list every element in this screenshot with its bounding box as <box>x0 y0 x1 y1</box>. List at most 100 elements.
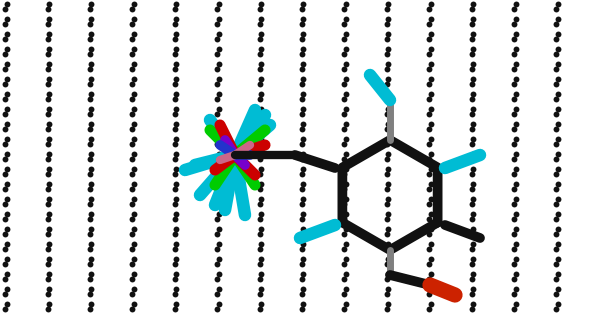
Point <box>553 241 562 246</box>
Point <box>128 277 137 282</box>
Point <box>468 61 478 66</box>
Point <box>467 127 477 132</box>
Point <box>129 286 138 291</box>
Point <box>340 112 349 117</box>
Point <box>43 277 52 282</box>
Point <box>468 286 478 291</box>
Point <box>425 127 434 132</box>
Point <box>340 187 349 192</box>
Point <box>340 52 349 57</box>
Point <box>553 286 562 291</box>
Point <box>129 121 138 126</box>
Point <box>128 157 137 162</box>
Point <box>214 286 223 291</box>
Point <box>2 31 11 36</box>
Point <box>467 82 477 87</box>
Point <box>468 166 478 171</box>
Point <box>44 121 54 126</box>
Point <box>256 46 266 51</box>
Point <box>509 277 519 282</box>
Point <box>382 217 392 222</box>
Point <box>425 97 434 102</box>
Point <box>170 112 180 117</box>
Point <box>129 181 138 186</box>
Point <box>382 67 392 72</box>
Point <box>511 121 520 126</box>
Point <box>382 82 392 87</box>
Point <box>511 256 520 261</box>
Point <box>340 157 349 162</box>
Point <box>255 187 264 192</box>
Point <box>128 112 137 117</box>
Point <box>383 211 393 216</box>
Point <box>256 241 266 246</box>
Point <box>256 256 266 261</box>
Point <box>299 16 308 21</box>
Point <box>129 106 138 111</box>
Point <box>511 16 520 21</box>
Point <box>128 127 137 132</box>
Point <box>340 217 349 222</box>
Point <box>341 91 350 96</box>
Point <box>509 217 519 222</box>
Point <box>44 16 54 21</box>
Point <box>213 172 222 177</box>
Point <box>1 247 10 252</box>
Point <box>256 286 266 291</box>
Point <box>509 67 519 72</box>
Point <box>297 7 307 12</box>
Point <box>340 307 349 312</box>
Point <box>85 82 95 87</box>
Point <box>426 151 435 156</box>
Point <box>383 136 393 141</box>
Point <box>1 67 10 72</box>
Point <box>85 142 95 147</box>
Point <box>214 46 223 51</box>
Point <box>383 166 393 171</box>
Point <box>2 226 11 231</box>
Point <box>171 181 181 186</box>
Point <box>1 52 10 57</box>
Point <box>382 172 392 177</box>
Point <box>341 211 350 216</box>
Point <box>297 142 307 147</box>
Point <box>85 172 95 177</box>
Point <box>85 127 95 132</box>
Point <box>552 187 561 192</box>
Point <box>213 82 222 87</box>
Point <box>128 232 137 237</box>
Point <box>128 292 137 297</box>
Point <box>256 31 266 36</box>
Point <box>553 31 562 36</box>
Point <box>85 262 95 267</box>
Point <box>171 91 181 96</box>
Point <box>467 97 477 102</box>
Point <box>87 151 96 156</box>
Point <box>382 142 392 147</box>
Point <box>509 82 519 87</box>
Point <box>170 292 180 297</box>
Point <box>213 307 222 312</box>
Point <box>383 31 393 36</box>
Point <box>299 286 308 291</box>
Point <box>299 31 308 36</box>
Point <box>425 67 434 72</box>
Point <box>213 232 222 237</box>
Point <box>213 262 222 267</box>
Point <box>1 112 10 117</box>
Point <box>426 226 435 231</box>
Point <box>128 172 137 177</box>
Point <box>299 121 308 126</box>
Point <box>43 247 52 252</box>
Point <box>382 112 392 117</box>
Point <box>468 241 478 246</box>
Point <box>341 136 350 141</box>
Point <box>426 1 435 6</box>
Point <box>340 142 349 147</box>
Point <box>425 202 434 207</box>
Point <box>299 196 308 201</box>
Point <box>468 196 478 201</box>
Point <box>467 37 477 42</box>
Point <box>256 151 266 156</box>
Point <box>256 166 266 171</box>
